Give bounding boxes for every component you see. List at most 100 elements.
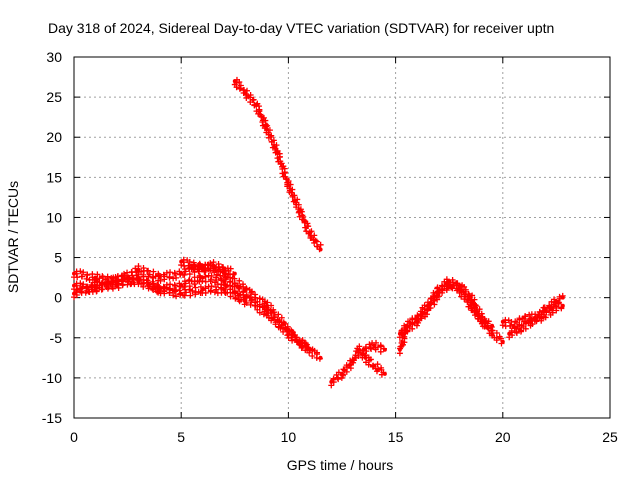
marker [363, 348, 370, 355]
marker [289, 337, 296, 344]
marker [497, 335, 504, 342]
marker [157, 277, 164, 284]
marker [202, 289, 209, 296]
marker [541, 304, 548, 311]
marker [542, 314, 549, 321]
marker [529, 321, 536, 328]
marker [366, 341, 373, 348]
marker [473, 309, 480, 316]
marker [185, 262, 192, 269]
marker [264, 122, 271, 129]
series-track-11 [506, 300, 565, 341]
marker [208, 273, 215, 280]
marker [365, 361, 372, 368]
y-tick-label: -15 [42, 410, 62, 426]
marker [398, 330, 405, 337]
marker [413, 318, 420, 325]
marker [294, 196, 301, 203]
marker [273, 147, 280, 154]
marker [548, 304, 555, 311]
marker [237, 291, 244, 298]
marker [271, 309, 278, 316]
marker [356, 343, 363, 350]
marker [256, 106, 263, 113]
marker [276, 318, 283, 325]
marker [146, 271, 153, 278]
marker [549, 309, 556, 316]
marker [309, 352, 316, 359]
marker [253, 102, 260, 109]
marker [436, 289, 443, 296]
marker [83, 283, 90, 290]
marker [248, 296, 255, 303]
marker [465, 290, 472, 297]
marker [298, 344, 305, 351]
marker [469, 300, 476, 307]
marker [277, 158, 284, 165]
series-layer [71, 76, 566, 389]
marker [264, 307, 271, 314]
x-tick-label: 20 [495, 429, 511, 445]
marker [73, 292, 80, 299]
marker [230, 271, 237, 278]
marker [291, 192, 298, 199]
marker [266, 127, 273, 134]
marker [512, 325, 519, 332]
marker [163, 284, 170, 291]
marker [207, 278, 214, 285]
y-tick-label: 30 [46, 49, 62, 65]
marker [275, 311, 282, 318]
marker [404, 323, 411, 330]
marker [94, 271, 101, 278]
x-tick-label: 15 [388, 429, 404, 445]
marker [257, 111, 264, 118]
marker [80, 269, 87, 276]
y-axis-label: SDTVAR / TECUs [5, 181, 21, 293]
marker [270, 137, 277, 144]
marker [555, 300, 562, 307]
marker [493, 334, 500, 341]
marker [78, 288, 85, 295]
x-axis-label: GPS time / hours [287, 457, 394, 473]
marker [295, 201, 302, 208]
marker [125, 274, 132, 281]
marker [132, 265, 139, 272]
marker [76, 285, 83, 292]
marker [546, 307, 553, 314]
marker [161, 290, 168, 297]
marker [535, 312, 542, 319]
marker [522, 325, 529, 332]
marker [170, 292, 177, 299]
marker [472, 304, 479, 311]
marker [135, 263, 142, 270]
marker [478, 314, 485, 321]
y-tick-label: 0 [54, 290, 62, 306]
marker [308, 228, 315, 235]
marker [471, 296, 478, 303]
marker [449, 276, 456, 283]
y-tick-label: -10 [42, 370, 62, 386]
marker [196, 278, 203, 285]
marker [115, 284, 122, 291]
marker [305, 223, 312, 230]
marker [380, 369, 387, 376]
marker [380, 345, 387, 352]
marker [377, 348, 384, 355]
marker [488, 324, 495, 331]
marker [150, 268, 157, 275]
marker [539, 307, 546, 314]
marker [85, 288, 92, 295]
marker [558, 304, 565, 311]
marker [479, 316, 486, 323]
marker [272, 319, 279, 326]
marker [181, 271, 188, 278]
marker [212, 284, 219, 291]
y-tick-label: 5 [54, 250, 62, 266]
marker [236, 277, 243, 284]
marker [476, 306, 483, 313]
marker [396, 334, 403, 341]
marker [299, 212, 306, 219]
marker [328, 382, 335, 389]
grid [74, 57, 610, 418]
marker [489, 327, 496, 334]
